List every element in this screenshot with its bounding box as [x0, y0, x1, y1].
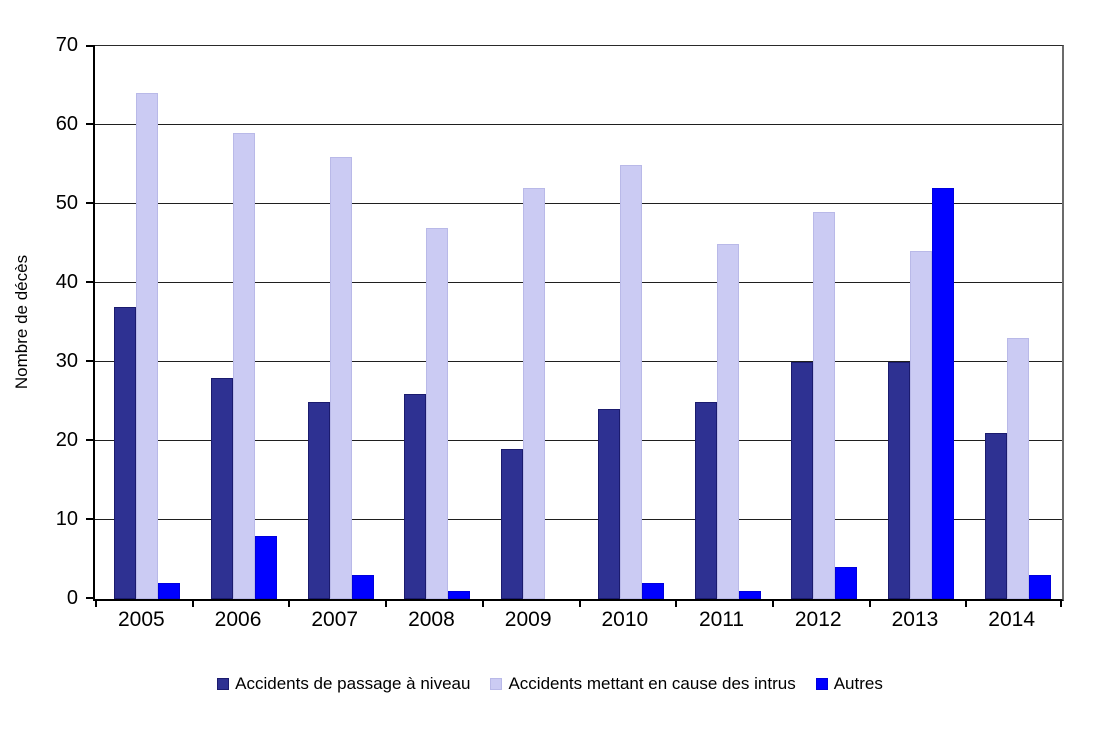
bar-2014-series-1: [1006, 338, 1029, 599]
x-tick-mark-7: [771, 599, 774, 607]
gridline-y-50: [95, 203, 1062, 204]
bar-2014-series-0: [984, 433, 1007, 599]
x-axis-label-2011: 2011: [698, 608, 745, 631]
x-tick-mark-4: [481, 599, 484, 607]
legend-swatch-icon: [490, 678, 503, 690]
gridline-y-40: [95, 282, 1062, 283]
bar-2012-series-1: [813, 211, 836, 599]
y-tick-mark-60: [86, 123, 95, 125]
y-axis-label-30: 30: [55, 350, 78, 372]
bar-2010-series-0: [597, 409, 620, 599]
x-tick-mark-3: [385, 599, 388, 607]
y-tick-mark-40: [86, 281, 95, 283]
legend-item-0: Accidents de passage à niveau: [217, 674, 470, 694]
legend-swatch-icon: [815, 678, 828, 690]
y-axis-label-60: 60: [55, 113, 78, 135]
x-tick-mark-5: [578, 599, 581, 607]
bar-2007-series-2: [351, 575, 374, 599]
y-axis-label-70: 70: [55, 34, 78, 56]
bar-2005-series-1: [136, 93, 159, 599]
x-axis-label-2010: 2010: [601, 608, 649, 631]
bar-2011-series-2: [738, 591, 761, 599]
x-axis-label-2009: 2009: [504, 608, 552, 631]
x-tick-mark-8: [868, 599, 871, 607]
chart-legend: Accidents de passage à niveau Accidents m…: [0, 674, 1100, 694]
x-tick-mark-2: [288, 599, 291, 607]
x-axis-label-2006: 2006: [214, 608, 262, 631]
bar-2011-series-1: [716, 243, 739, 599]
x-axis-label-2007: 2007: [311, 608, 359, 631]
y-axis-tick-labels: 0 10 20 30 40 50 60 70: [0, 35, 78, 608]
x-axis-tick-labels: 2005 2006 2007 2008 2009 2010 2011 2012 2013 2014: [93, 608, 1060, 634]
x-tick-mark-6: [675, 599, 678, 607]
x-tick-mark-9: [965, 599, 968, 607]
x-axis-label-2013: 2013: [891, 608, 939, 631]
y-axis-label-0: 0: [66, 587, 78, 609]
x-axis-label-2008: 2008: [408, 608, 455, 631]
bar-2011-series-0: [694, 401, 717, 599]
y-axis-label-20: 20: [55, 429, 78, 451]
y-tick-mark-50: [86, 202, 95, 204]
bar-2013-series-2: [931, 188, 954, 599]
legend-label: Autres: [833, 674, 883, 693]
bar-2006-series-2: [255, 535, 278, 599]
bar-2012-series-2: [835, 567, 858, 599]
x-axis-label-2005: 2005: [117, 608, 165, 631]
legend-item-2: Autres: [815, 674, 883, 694]
gridline-y-60: [95, 124, 1062, 125]
y-tick-mark-0: [86, 597, 95, 599]
bar-2012-series-0: [791, 362, 814, 599]
bar-2007-series-0: [307, 401, 330, 599]
x-axis-label-2014: 2014: [988, 608, 1035, 631]
gridline-y-30: [95, 361, 1062, 362]
bar-2007-series-1: [329, 156, 352, 599]
bar-2005-series-2: [158, 583, 181, 599]
bar-2008-series-0: [404, 393, 427, 599]
bar-2010-series-2: [641, 583, 664, 599]
plot-area: [86, 45, 1064, 607]
bar-2009-series-1: [523, 188, 546, 599]
legend-swatch-icon: [217, 678, 230, 690]
x-axis-label-2012: 2012: [794, 608, 842, 631]
bar-2008-series-1: [426, 227, 449, 599]
y-tick-mark-10: [86, 518, 95, 520]
x-tick-mark-1: [191, 599, 194, 607]
bar-2005-series-0: [114, 306, 137, 599]
y-tick-mark-20: [86, 439, 95, 441]
gridline-y-20: [95, 440, 1062, 441]
y-tick-mark-30: [86, 360, 95, 362]
legend-label: Accidents de passage à niveau: [235, 674, 471, 693]
x-tick-mark-10: [1060, 599, 1062, 607]
bar-2009-series-0: [501, 448, 524, 599]
bar-2006-series-1: [233, 132, 256, 599]
y-axis-label-50: 50: [55, 192, 78, 214]
legend-item-1: Accidents mettant en cause des intrus: [490, 674, 796, 694]
bar-2013-series-1: [909, 251, 932, 599]
gridline-y-10: [95, 519, 1062, 520]
bar-2013-series-0: [887, 362, 910, 599]
bar-2010-series-1: [619, 164, 642, 599]
y-axis-label-40: 40: [55, 271, 78, 293]
bar-2008-series-2: [448, 591, 471, 599]
x-tick-mark-0: [95, 599, 97, 607]
bar-2014-series-2: [1028, 575, 1051, 599]
bar-2006-series-0: [211, 377, 234, 599]
legend-label: Accidents mettant en cause des intrus: [508, 674, 796, 693]
y-axis-label-10: 10: [55, 508, 78, 530]
y-tick-mark-70: [86, 45, 95, 47]
